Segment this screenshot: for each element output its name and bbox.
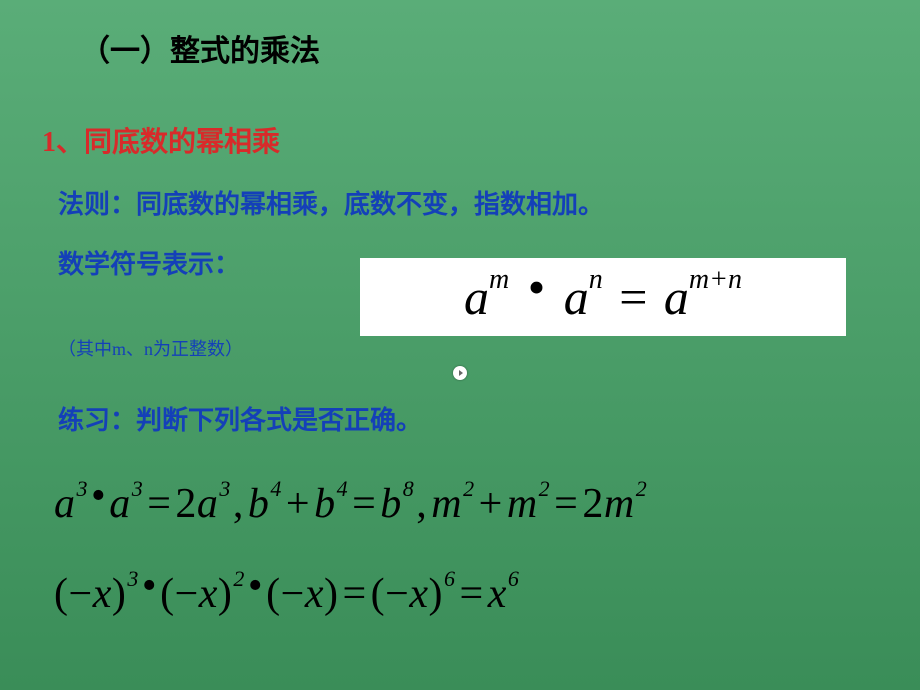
formula-base2: a [564, 269, 589, 325]
page-indicator-icon [453, 366, 467, 380]
section-title: （一）整式的乘法 [80, 26, 320, 70]
integer-note: （其中m、n为正整数） [58, 335, 243, 361]
rule-text: 法则：同底数的幂相乘，底数不变，指数相加。 [58, 184, 604, 221]
symbol-notation-label: 数学符号表示： [58, 244, 240, 281]
equation-row-1: a3•a3=2a3,b4+b4=b8,m2+m2=2m2 [54, 480, 647, 528]
formula-base3: a [664, 269, 689, 325]
equals-sign: = [619, 269, 660, 325]
formula-exp2: n [589, 264, 603, 295]
dot-operator-icon: • [528, 259, 546, 315]
formula-box: am • an = am+n [360, 258, 846, 336]
formula-exp3: m+n [689, 264, 742, 295]
formula-base1: a [464, 269, 489, 325]
practice-label: 练习：判断下列各式是否正确。 [58, 400, 422, 437]
equation-row-2: (−x)3•(−x)2•(−x)=(−x)6=x6 [54, 570, 519, 618]
topic-heading: 1、同底数的幂相乘 [42, 120, 280, 160]
main-formula: am • an = am+n [464, 268, 742, 326]
formula-exp1: m [489, 264, 509, 295]
